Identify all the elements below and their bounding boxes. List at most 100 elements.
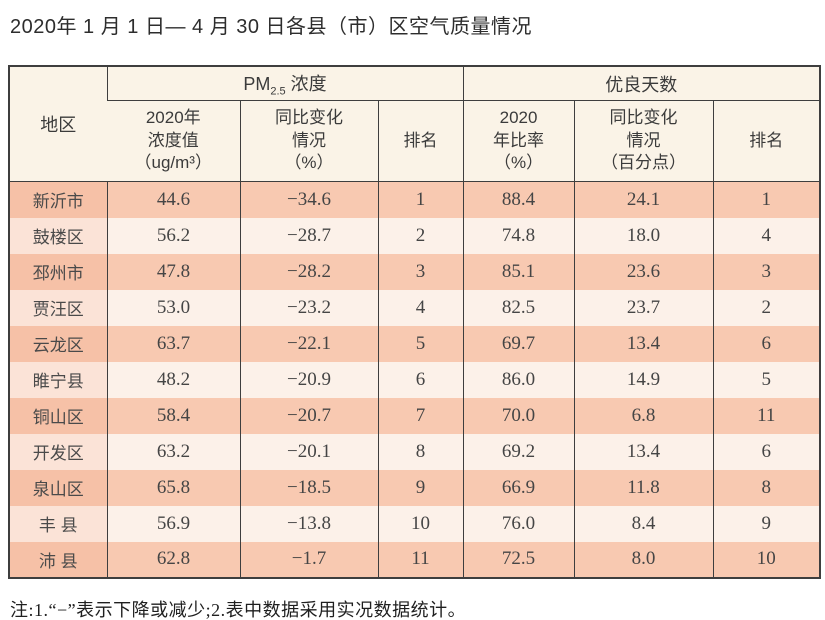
table-row: 沛 县 62.8 −1.7 11 72.5 8.0 10 [9, 541, 821, 578]
cell-good-rank: 6 [712, 325, 821, 362]
cell-pm-rank: 8 [377, 433, 464, 470]
cell-good-rank: 5 [712, 361, 821, 398]
cell-pm-change: −22.1 [239, 325, 378, 362]
cell-pm-change: −23.2 [239, 289, 378, 326]
cell-good-change: 6.8 [573, 397, 714, 434]
cell-good-change: 8.0 [573, 541, 714, 578]
cell-good-rate: 70.0 [462, 397, 575, 434]
cell-pm-value: 62.8 [106, 541, 240, 578]
cell-good-rate: 69.2 [462, 433, 575, 470]
cell-good-change: 13.4 [573, 433, 714, 470]
cell-pm-rank: 5 [377, 325, 464, 362]
cell-region: 沛 县 [9, 541, 107, 578]
cell-region: 贾汪区 [9, 289, 107, 326]
header-group-row: 地区 PM2.5 浓度 优良天数 [9, 66, 821, 182]
cell-pm-rank: 3 [377, 253, 464, 290]
cell-region: 云龙区 [9, 325, 107, 362]
table-header: 地区 PM2.5 浓度 优良天数 2020年 浓度值 （ug/m³） 同比变化 … [9, 66, 821, 182]
cell-region: 邳州市 [9, 253, 107, 290]
header-group-good-days: 优良天数 [462, 66, 821, 101]
cell-good-change: 14.9 [573, 361, 714, 398]
cell-pm-rank: 4 [377, 289, 464, 326]
cell-good-rank: 11 [712, 397, 821, 434]
table-row: 云龙区 63.7 −22.1 5 69.7 13.4 6 [9, 325, 821, 362]
cell-region: 开发区 [9, 433, 107, 470]
table-row: 睢宁县 48.2 −20.9 6 86.0 14.9 5 [9, 361, 821, 398]
cell-pm-value: 58.4 [106, 397, 240, 434]
cell-pm-rank: 9 [377, 469, 464, 506]
cell-pm-change: −18.5 [239, 469, 378, 506]
cell-pm-change: −13.8 [239, 505, 378, 542]
cell-good-rank: 2 [712, 289, 821, 326]
cell-good-rate: 66.9 [462, 469, 575, 506]
cell-pm-rank: 1 [377, 181, 464, 218]
header-good-change: 同比变化 情况 （百分点） [573, 100, 714, 182]
cell-pm-value: 53.0 [106, 289, 240, 326]
table-row: 泉山区 65.8 −18.5 9 66.9 11.8 8 [9, 469, 821, 506]
cell-pm-value: 56.2 [106, 217, 240, 254]
cell-good-rank: 8 [712, 469, 821, 506]
table-row: 邳州市 47.8 −28.2 3 85.1 23.6 3 [9, 253, 821, 290]
cell-pm-value: 48.2 [106, 361, 240, 398]
cell-pm-value: 44.6 [106, 181, 240, 218]
cell-pm-change: −28.7 [239, 217, 378, 254]
cell-good-rate: 69.7 [462, 325, 575, 362]
cell-good-rate: 72.5 [462, 541, 575, 578]
cell-region: 睢宁县 [9, 361, 107, 398]
cell-good-change: 24.1 [573, 181, 714, 218]
cell-good-rank: 4 [712, 217, 821, 254]
cell-good-rate: 82.5 [462, 289, 575, 326]
cell-pm-rank: 2 [377, 217, 464, 254]
cell-pm-rank: 6 [377, 361, 464, 398]
table-row: 贾汪区 53.0 −23.2 4 82.5 23.7 2 [9, 289, 821, 326]
header-pm-change: 同比变化 情况 （%） [239, 100, 378, 182]
page-title: 2020年 1 月 1 日— 4 月 30 日各县（市）区空气质量情况 [10, 16, 533, 38]
cell-good-rank: 6 [712, 433, 821, 470]
cell-region: 铜山区 [9, 397, 107, 434]
air-quality-table: 地区 PM2.5 浓度 优良天数 2020年 浓度值 （ug/m³） 同比变化 … [8, 65, 822, 579]
header-sub-row: 2020年 浓度值 （ug/m³） 同比变化 情况 （%） 排名 2020 年比… [9, 100, 821, 182]
cell-pm-change: −20.1 [239, 433, 378, 470]
table-row: 新沂市 44.6 −34.6 1 88.4 24.1 1 [9, 181, 821, 218]
table-note: 注:1.“−”表示下降或减少;2.表中数据采用实况数据统计。 [10, 599, 467, 620]
table-row: 丰 县 56.9 −13.8 10 76.0 8.4 9 [9, 505, 821, 542]
cell-good-rate: 88.4 [462, 181, 575, 218]
cell-good-rate: 76.0 [462, 505, 575, 542]
cell-good-change: 13.4 [573, 325, 714, 362]
cell-pm-value: 65.8 [106, 469, 240, 506]
pm25-label-subscript: 2.5 [270, 85, 286, 98]
cell-good-rank: 10 [712, 541, 821, 578]
cell-pm-value: 63.7 [106, 325, 240, 362]
pm25-label-suffix: 浓度 [285, 73, 327, 94]
table-body: 新沂市 44.6 −34.6 1 88.4 24.1 1 鼓楼区 56.2 −28.7 2 74.8 1… [9, 181, 821, 578]
header-good-rate: 2020 年比率 （%） [462, 100, 575, 182]
cell-good-rate: 85.1 [462, 253, 575, 290]
cell-pm-change: −20.7 [239, 397, 378, 434]
cell-pm-rank: 7 [377, 397, 464, 434]
cell-good-change: 23.6 [573, 253, 714, 290]
cell-good-rank: 9 [712, 505, 821, 542]
cell-pm-rank: 11 [377, 541, 464, 578]
cell-good-rank: 3 [712, 253, 821, 290]
cell-pm-rank: 10 [377, 505, 464, 542]
cell-region: 新沂市 [9, 181, 107, 218]
table-row: 开发区 63.2 −20.1 8 69.2 13.4 6 [9, 433, 821, 470]
cell-pm-value: 47.8 [106, 253, 240, 290]
cell-good-rate: 86.0 [462, 361, 575, 398]
cell-pm-value: 63.2 [106, 433, 240, 470]
cell-region: 丰 县 [9, 505, 107, 542]
cell-good-change: 18.0 [573, 217, 714, 254]
cell-pm-change: −20.9 [239, 361, 378, 398]
cell-good-rank: 1 [712, 181, 821, 218]
header-good-rank: 排名 [712, 100, 821, 182]
cell-good-change: 11.8 [573, 469, 714, 506]
header-group-pm25: PM2.5 浓度 [106, 66, 464, 101]
cell-pm-value: 56.9 [106, 505, 240, 542]
cell-good-change: 23.7 [573, 289, 714, 326]
cell-region: 鼓楼区 [9, 217, 107, 254]
cell-pm-change: −34.6 [239, 181, 378, 218]
cell-region: 泉山区 [9, 469, 107, 506]
table-row: 铜山区 58.4 −20.7 7 70.0 6.8 11 [9, 397, 821, 434]
cell-good-change: 8.4 [573, 505, 714, 542]
